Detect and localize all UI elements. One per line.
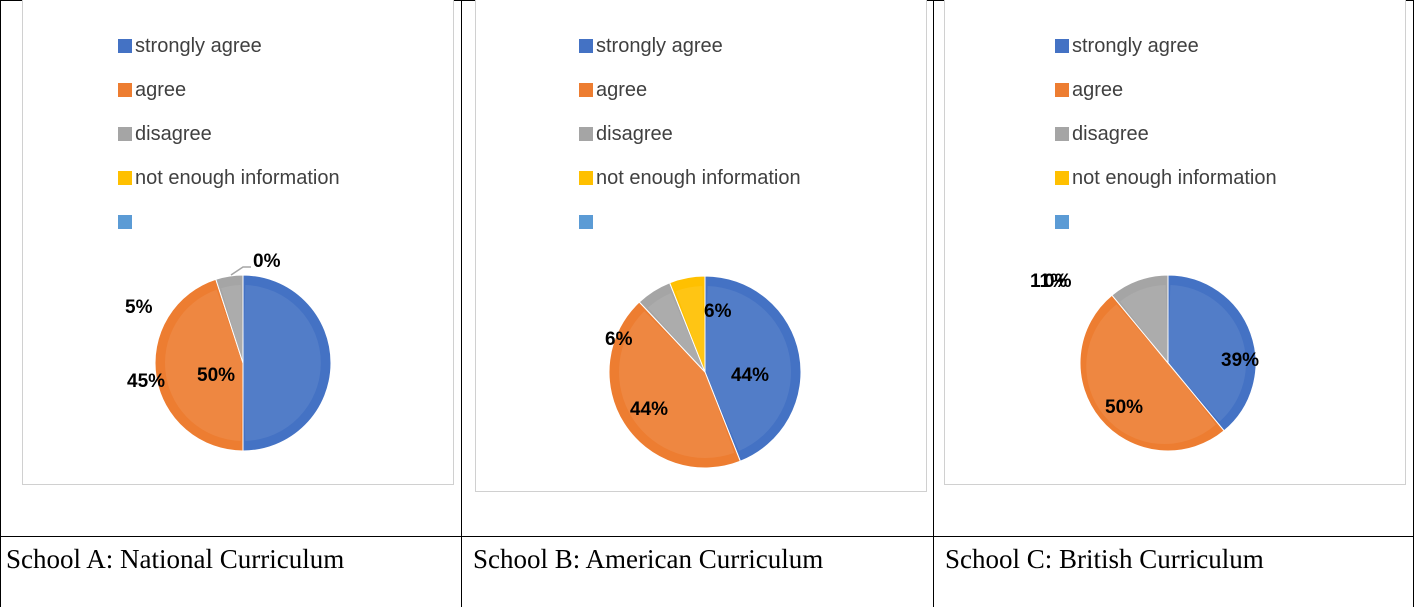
legend-item: disagree [118,112,340,156]
data-label: 6% [605,329,633,350]
table-border-left [0,0,1,607]
legend-school-c: strongly agree agree disagree not enough… [1055,24,1277,244]
data-label: 0% [1044,271,1072,292]
legend-label: disagree [1072,122,1149,145]
legend-item: disagree [579,112,801,156]
pie-slice-bevel [243,285,321,441]
data-label: 50% [197,365,235,386]
caption-school-c: School C: British Curriculum [945,544,1264,574]
legend-label: not enough information [596,166,801,189]
data-label: 6% [704,301,732,322]
data-label: 50% [1105,397,1143,418]
data-label: 44% [630,399,668,420]
legend-item: not enough information [118,156,340,200]
pie-slice [704,275,802,462]
legend-swatch [118,127,132,141]
pie-chart-school-a: 50% 45% 5% 0% [125,251,332,452]
pie-slice-bevel [1086,304,1216,445]
legend-item [579,200,801,244]
data-label: 11% [1030,271,1067,292]
legend-item [1055,200,1277,244]
data-label: 0% [253,251,281,272]
caption-school-b: School B: American Curriculum [473,544,824,574]
pie-slice-bevel [618,311,735,458]
legend-label: strongly agree [596,34,723,57]
legend-item: strongly agree [1055,24,1277,68]
data-label: 5% [125,297,153,318]
legend-swatch [1055,215,1069,229]
pie-slice [154,278,244,452]
legend-swatch [1055,171,1069,185]
data-label: 44% [731,365,769,386]
legend-item: strongly agree [579,24,801,68]
legend-item: agree [118,68,340,112]
data-label: 39% [1221,350,1259,371]
legend-swatch [118,171,132,185]
pie-slice-bevel [221,285,243,363]
pie-chart-school-c: 39% 50% 11%0% [1030,271,1259,452]
legend-swatch [118,83,132,97]
legend-swatch [1055,83,1069,97]
legend-item: agree [1055,68,1277,112]
legend-item: strongly agree [118,24,340,68]
table-divider-2 [933,0,934,607]
legend-label: agree [1072,78,1124,101]
legend-swatch [579,215,593,229]
caption-school-a: School A: National Curriculum [6,544,345,574]
pie-slice [242,274,332,452]
legend-swatch [118,39,132,53]
legend-label: not enough information [1072,166,1277,189]
pie-slice-bevel [648,293,705,372]
legend-item [118,200,340,244]
pie-slice [608,301,741,469]
legend-item: agree [579,68,801,112]
legend-item: disagree [1055,112,1277,156]
data-label: 45% [127,371,165,392]
legend-label: disagree [135,122,212,145]
pie-slice [1079,294,1225,452]
legend-label: agree [135,78,187,101]
table-row-divider [0,536,1413,537]
legend-swatch [1055,127,1069,141]
legend-label: disagree [596,122,673,145]
pie-slice-bevel [165,289,243,441]
legend-label: strongly agree [135,34,262,57]
pie-slice-bevel [705,286,792,451]
legend-school-a: strongly agree agree disagree not enough… [118,24,340,244]
legend-swatch [118,215,132,229]
legend-swatch [579,83,593,97]
pie-slice [1111,274,1169,365]
legend-school-b: strongly agree agree disagree not enough… [579,24,801,244]
legend-swatch [579,127,593,141]
pie-slice [215,274,244,364]
legend-label: not enough information [135,166,340,189]
leader-line [230,266,251,276]
legend-item: not enough information [579,156,801,200]
legend-label: strongly agree [1072,34,1199,57]
pie-slice-bevel [1168,285,1246,422]
legend-swatch [579,39,593,53]
pie-chart-school-b: 44% 44% 6% 6% [605,275,802,469]
legend-item: not enough information [1055,156,1277,200]
table-divider-1 [461,0,462,607]
legend-label: agree [596,78,648,101]
pie-slice-bevel [675,286,705,372]
pie-slice-bevel [1120,285,1168,363]
legend-swatch [1055,39,1069,53]
legend-swatch [579,171,593,185]
pie-slice [669,275,706,373]
pie-slice [1167,274,1257,432]
